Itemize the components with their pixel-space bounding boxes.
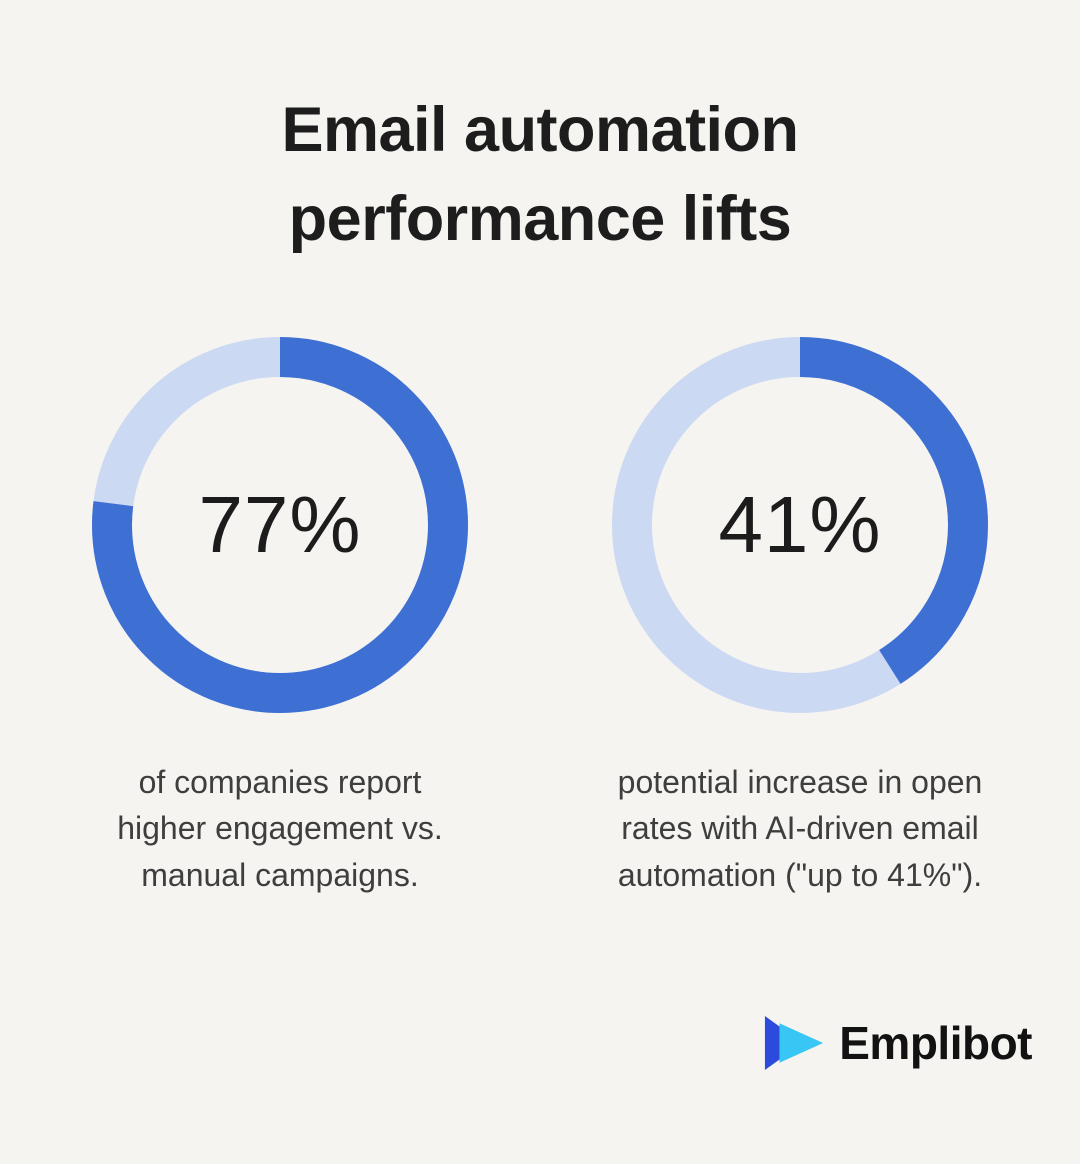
emplibot-logo-text: Emplibot — [839, 1017, 1032, 1070]
footer: Emplibot — [0, 1016, 1080, 1071]
donut-arc — [92, 336, 468, 713]
donut-engagement: 77% — [90, 335, 470, 715]
donut-svg — [92, 336, 468, 713]
donut-chart-engagement: 77% of companies report higher engagemen… — [60, 335, 500, 898]
donut-arc — [612, 336, 988, 713]
page-title: Email automation performance lifts — [281, 95, 799, 255]
donut-open-rates: 41% — [610, 335, 990, 715]
donut-center-label: 77% — [198, 479, 362, 569]
chart-caption: of companies report higher engagement vs… — [117, 763, 443, 893]
logo-triangle-cyan — [779, 1023, 824, 1063]
donut-chart-open-rates: 41% potential increase in open rates wit… — [580, 335, 1020, 898]
charts-row: 77% of companies report higher engagemen… — [0, 335, 1080, 898]
donut-center-label: 41% — [718, 479, 882, 569]
donut-svg — [612, 336, 988, 713]
chart-caption: potential increase in open rates with AI… — [617, 763, 983, 893]
emplibot-logo-icon — [765, 1016, 824, 1071]
emplibot-logo: Emplibot — [763, 1016, 1032, 1071]
